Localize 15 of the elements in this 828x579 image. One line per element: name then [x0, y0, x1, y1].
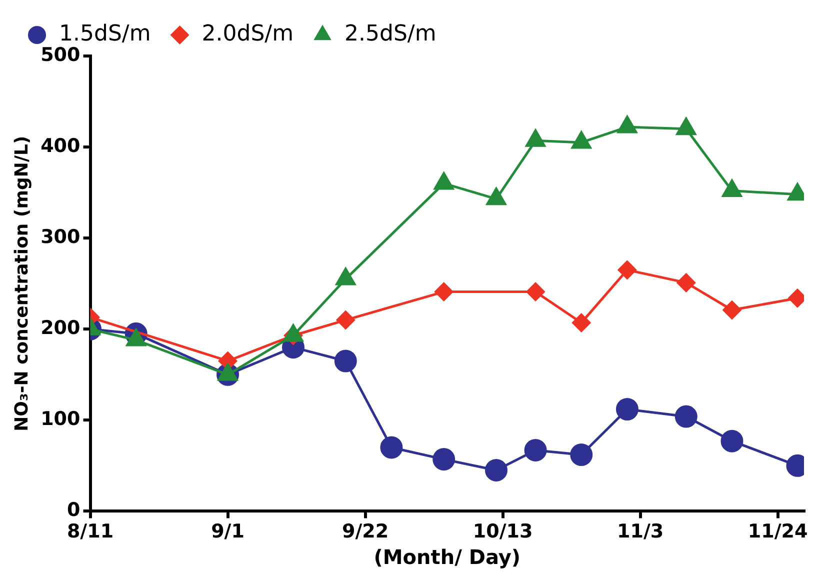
legend-label: 2.0dS/m	[202, 22, 294, 47]
legend-label: 2.5dS/m	[344, 22, 436, 47]
x-tick-label: 11/24	[748, 520, 808, 543]
y-axis-title: NO₃-N concentration (mgN/L)	[11, 136, 32, 432]
x-tick-label: 9/22	[342, 520, 389, 543]
y-tick-label: 300	[40, 226, 80, 248]
y-tick-label: 400	[40, 134, 80, 157]
x-tick-label: 9/1	[211, 520, 244, 543]
x-tick-label: 8/11	[66, 520, 114, 543]
y-tick-label: 200	[40, 317, 80, 340]
x-tick-label: 10/13	[472, 520, 533, 543]
x-tick-label: 11/3	[616, 520, 664, 543]
x-axis-title: (Month/ Day)	[374, 545, 521, 570]
y-tick-label: 100	[40, 408, 80, 430]
y-tick-label: 0	[67, 499, 80, 522]
